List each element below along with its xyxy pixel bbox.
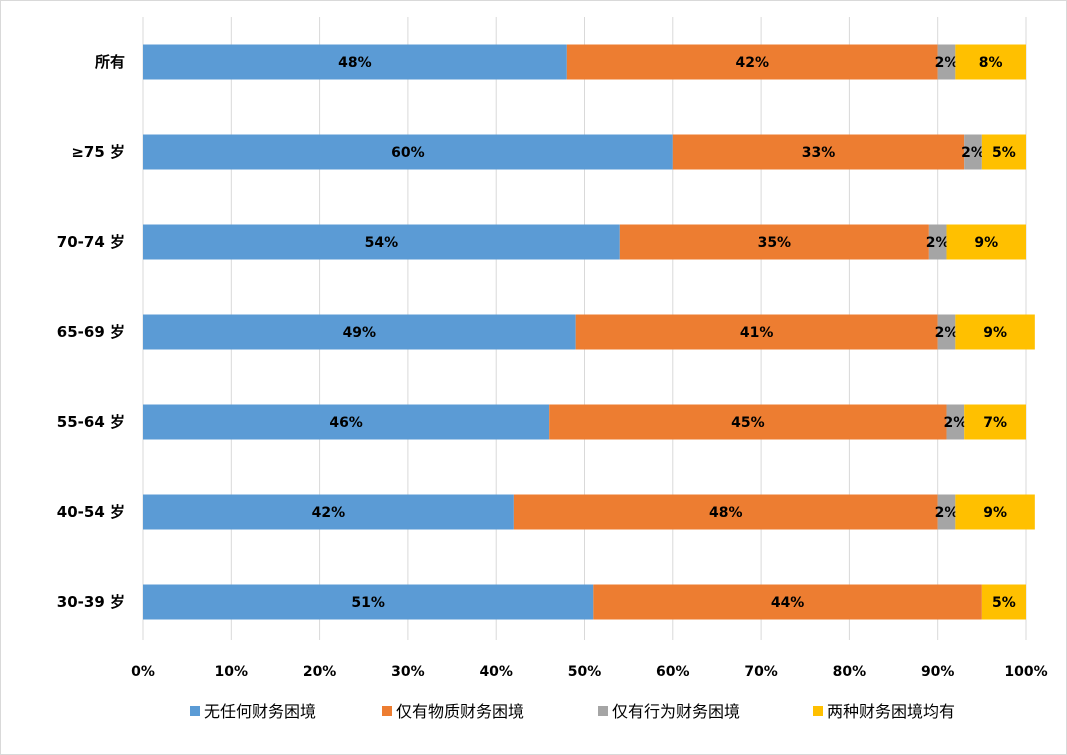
bar-segment — [143, 404, 550, 440]
data-label: 45% — [731, 415, 765, 431]
x-tick-label: 80% — [833, 664, 867, 680]
data-label: 54% — [365, 235, 399, 251]
bar-segment — [593, 584, 982, 620]
bar-segment — [143, 44, 567, 80]
data-label: 8% — [979, 55, 1003, 71]
data-label: 2% — [935, 505, 959, 521]
bar-segment — [549, 404, 947, 440]
legend-label: 仅有行为财务困境 — [612, 702, 740, 721]
legend-swatch — [382, 706, 392, 716]
data-label: 9% — [983, 325, 1007, 341]
data-label: 41% — [740, 325, 774, 341]
category-label: ≥75 岁 — [71, 143, 125, 161]
bar-segment — [946, 404, 965, 440]
x-tick-label: 20% — [303, 664, 337, 680]
legend-swatch — [813, 706, 823, 716]
category-label: 65-69 岁 — [57, 323, 125, 341]
data-label: 2% — [961, 145, 985, 161]
x-tick-label: 50% — [568, 664, 602, 680]
bar-segment — [575, 314, 938, 350]
bar-segment — [143, 314, 576, 350]
bar-segment — [964, 134, 982, 170]
bars: 48% 42% 2% 8% 60% 33% 2% 5% 54% 35% 2% 9% 49% 41% 2% 9%… — [143, 44, 1035, 620]
data-label: 7% — [983, 415, 1007, 431]
bar-segment — [143, 134, 673, 170]
category-axis: 所有 ≥75 岁 70-74 岁 65-69 岁 55-64 岁 40-54 岁 30-39… — [57, 53, 125, 611]
bar-segment — [937, 494, 956, 530]
data-label: 2% — [926, 235, 950, 251]
data-label: 2% — [935, 55, 959, 71]
bar-segment — [955, 44, 1026, 80]
data-label: 51% — [351, 595, 385, 611]
bar-segment — [566, 44, 938, 80]
category-label: 40-54 岁 — [57, 503, 125, 521]
data-label: 42% — [736, 55, 770, 71]
bar-segment — [143, 494, 514, 530]
bar-segment — [619, 224, 929, 260]
data-label: 2% — [935, 325, 959, 341]
data-label: 5% — [992, 595, 1016, 611]
bar-segment — [946, 224, 1026, 260]
bar-segment — [955, 314, 1035, 350]
data-label: 2% — [943, 415, 967, 431]
bar-segment — [981, 134, 1026, 170]
value-axis: 0% 10% 20% 30% 40% 50% 60% 70% 80% 90% 100% — [131, 664, 1048, 680]
data-label: 35% — [758, 235, 792, 251]
data-label: 46% — [329, 415, 363, 431]
data-label: 9% — [983, 505, 1007, 521]
legend-label: 无任何财务困境 — [204, 702, 316, 721]
category-label: 70-74 岁 — [57, 233, 125, 251]
legend-swatch — [190, 706, 200, 716]
category-label: 30-39 岁 — [57, 593, 125, 611]
bar-segment — [955, 494, 1035, 530]
bar-segment — [981, 584, 1026, 620]
data-label: 33% — [802, 145, 836, 161]
x-tick-label: 10% — [215, 664, 249, 680]
bar-segment — [143, 224, 620, 260]
bar-segment — [513, 494, 938, 530]
data-label: 5% — [992, 145, 1016, 161]
data-label: 9% — [974, 235, 998, 251]
bar-segment — [143, 584, 594, 620]
bar-segment — [964, 404, 1026, 440]
x-tick-label: 60% — [656, 664, 690, 680]
legend-swatch — [598, 706, 608, 716]
legend: 无任何财务困境 仅有物质财务困境 仅有行为财务困境 两种财务困境均有 — [190, 702, 955, 721]
data-label: 48% — [709, 505, 743, 521]
x-tick-label: 0% — [131, 664, 155, 680]
data-label: 48% — [338, 55, 372, 71]
bar-segment — [937, 44, 956, 80]
legend-label: 两种财务困境均有 — [827, 702, 955, 721]
category-label: 55-64 岁 — [57, 413, 125, 431]
x-tick-label: 90% — [921, 664, 955, 680]
bar-segment — [928, 224, 947, 260]
category-label: 所有 — [95, 53, 125, 71]
legend-label: 仅有物质财务困境 — [396, 702, 524, 721]
x-tick-label: 100% — [1004, 664, 1047, 680]
bar-segment — [937, 314, 956, 350]
x-tick-label: 70% — [744, 664, 778, 680]
bar-segment — [672, 134, 965, 170]
x-tick-label: 30% — [391, 664, 425, 680]
data-label: 60% — [391, 145, 425, 161]
x-tick-label: 40% — [479, 664, 513, 680]
data-label: 44% — [771, 595, 805, 611]
data-label: 49% — [343, 325, 377, 341]
data-label: 42% — [312, 505, 346, 521]
